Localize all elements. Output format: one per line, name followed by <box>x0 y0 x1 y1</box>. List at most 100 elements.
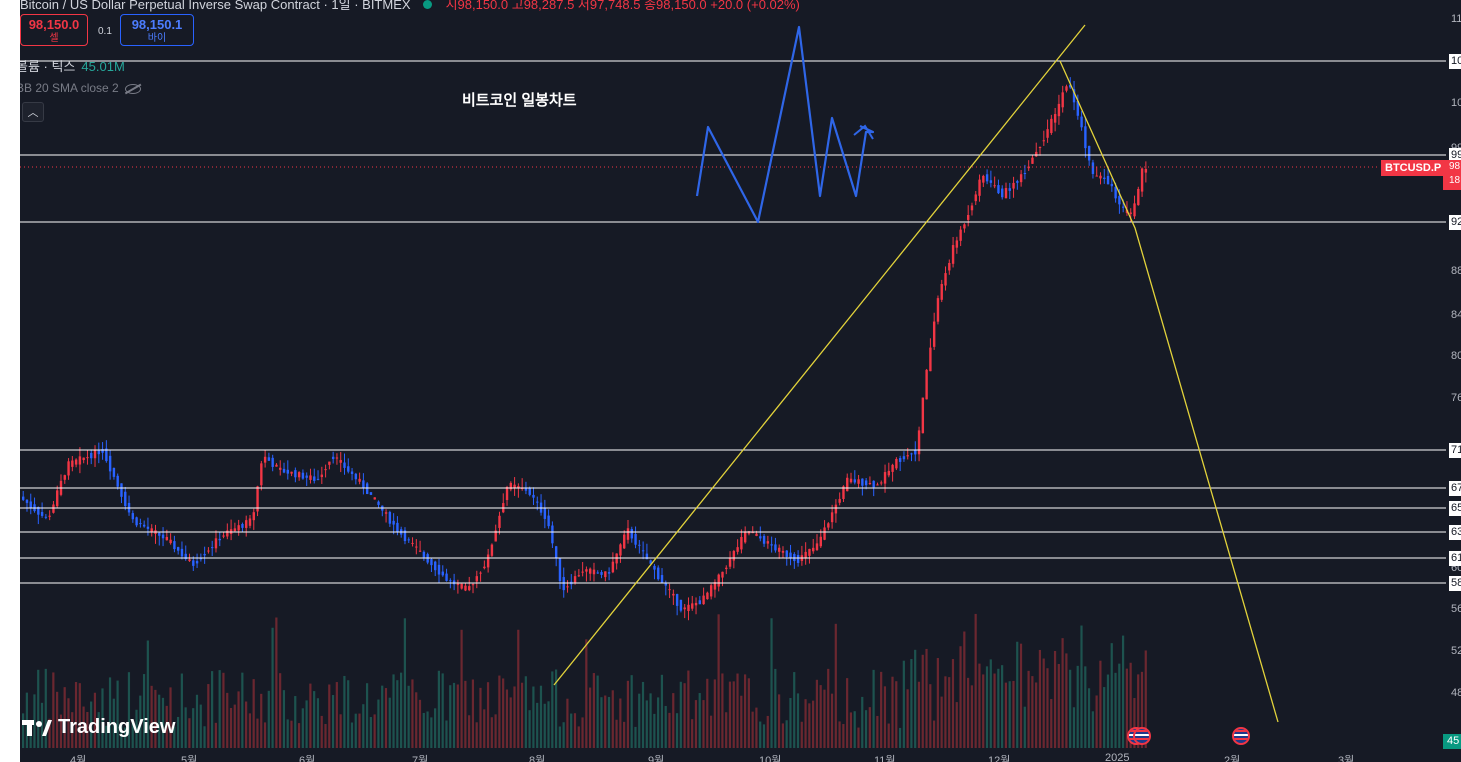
volume-bar <box>388 697 391 748</box>
bb-legend[interactable]: BB 20 SMA close 2 <box>20 81 141 95</box>
candle-body <box>702 595 705 605</box>
tradingview-logo[interactable]: TradingView <box>22 716 175 739</box>
volume-bar <box>131 723 134 748</box>
candle-body <box>1001 188 1004 198</box>
candle-body <box>384 512 388 514</box>
volume-bar <box>37 669 40 748</box>
candle-body <box>732 551 736 561</box>
candle-body <box>664 582 667 586</box>
candle-body <box>161 534 165 539</box>
volume-bar <box>490 717 493 748</box>
bar-countdown: 18 <box>1449 175 1461 186</box>
volume-bar <box>229 707 233 748</box>
candle-body <box>195 561 199 564</box>
candle-body <box>373 497 376 500</box>
buy-button[interactable]: 98,150.1 바이 <box>120 14 194 46</box>
level-price-label: 61 <box>1449 551 1461 566</box>
candle-body <box>626 528 630 540</box>
volume-bar <box>279 673 282 748</box>
volume-bar <box>263 722 267 748</box>
time-axis-label: 2월 <box>1224 755 1241 762</box>
volume-bar <box>1095 695 1098 748</box>
candle-body <box>1084 126 1087 149</box>
chart-pane[interactable]: Bitcoin / US Dollar Perpetual Inverse Sw… <box>20 0 1461 762</box>
candle-body <box>48 515 51 517</box>
candle-body <box>857 479 860 484</box>
candle-body <box>328 461 331 465</box>
volume-bar <box>778 694 781 748</box>
level-price-label: 71 <box>1449 443 1461 458</box>
candle-body <box>917 430 921 455</box>
candle-body <box>1072 89 1076 103</box>
candle-body <box>56 490 59 507</box>
volume-bar <box>740 695 743 748</box>
economic-event-icon[interactable] <box>1232 727 1250 745</box>
level-price-label: 10 <box>1449 54 1461 69</box>
volume-bar <box>1023 706 1026 748</box>
sell-button[interactable]: 98,150.0 셀 <box>20 14 88 46</box>
volume-bar <box>706 678 709 748</box>
volume-legend[interactable]: 볼륨 · 틱스 45.01M <box>20 56 125 75</box>
candle-body <box>902 456 906 460</box>
volume-bar <box>895 681 898 748</box>
volume-bar <box>815 679 818 748</box>
candle-body <box>657 567 660 580</box>
volume-bar <box>963 631 966 748</box>
chart-canvas[interactable] <box>20 0 1461 762</box>
candle-body <box>849 478 853 483</box>
candle-body <box>694 602 698 606</box>
volume-bar <box>785 720 788 748</box>
candle-body <box>74 459 78 465</box>
volume-bar <box>1144 650 1147 748</box>
collapse-legend-button[interactable]: ︿ <box>22 102 44 122</box>
volume-bar <box>725 712 728 748</box>
volume-bar <box>161 697 165 748</box>
candle-body <box>456 583 460 585</box>
volume-bar <box>891 676 894 748</box>
volume-bar <box>914 649 917 748</box>
volume-bar <box>199 704 202 748</box>
volume-bar <box>358 713 361 748</box>
volume-bar <box>1087 688 1091 748</box>
symbol-title[interactable]: Bitcoin / US Dollar Perpetual Inverse Sw… <box>20 0 411 12</box>
volume-bar <box>645 700 648 748</box>
volume-bar <box>528 710 531 748</box>
candle-body <box>475 576 478 582</box>
volume-bar <box>226 692 229 748</box>
drawings <box>553 24 1279 723</box>
volume-bar <box>40 702 44 748</box>
price-axis-label: 48 <box>1451 687 1461 699</box>
candle-body <box>101 449 104 453</box>
volume-bar <box>944 676 947 748</box>
hand-drawn-pattern <box>695 25 875 224</box>
candle-body <box>1137 189 1140 206</box>
volume-bar <box>1035 682 1038 748</box>
volume-bar <box>256 718 259 748</box>
volume-bar <box>600 697 603 748</box>
candle-body <box>52 504 55 513</box>
volume-bar <box>940 696 943 748</box>
candle-body <box>1114 186 1117 199</box>
economic-event-icon[interactable] <box>1133 727 1151 745</box>
candle-body <box>90 452 93 459</box>
candle-body <box>872 480 875 488</box>
volume-bar <box>951 659 955 748</box>
candle-body <box>740 536 743 550</box>
volume-bar <box>604 695 607 748</box>
chart-text-annotation[interactable]: 비트코인 일봉차트 <box>462 92 577 109</box>
volume-bar <box>350 722 354 748</box>
candle-body <box>963 224 966 229</box>
volume-bar <box>294 696 297 748</box>
symbol-title-bar[interactable]: Bitcoin / US Dollar Perpetual Inverse Sw… <box>20 0 800 12</box>
volume-bar <box>365 683 369 748</box>
volume-bar <box>967 677 970 748</box>
volume-bar <box>626 680 629 748</box>
volume-bar <box>403 618 406 748</box>
candle-body <box>169 539 172 544</box>
candle-body <box>105 448 108 462</box>
volume-bar <box>150 685 153 748</box>
candle-body <box>883 472 887 484</box>
hidden-eye-icon[interactable] <box>124 83 141 94</box>
candle-body <box>887 470 891 476</box>
